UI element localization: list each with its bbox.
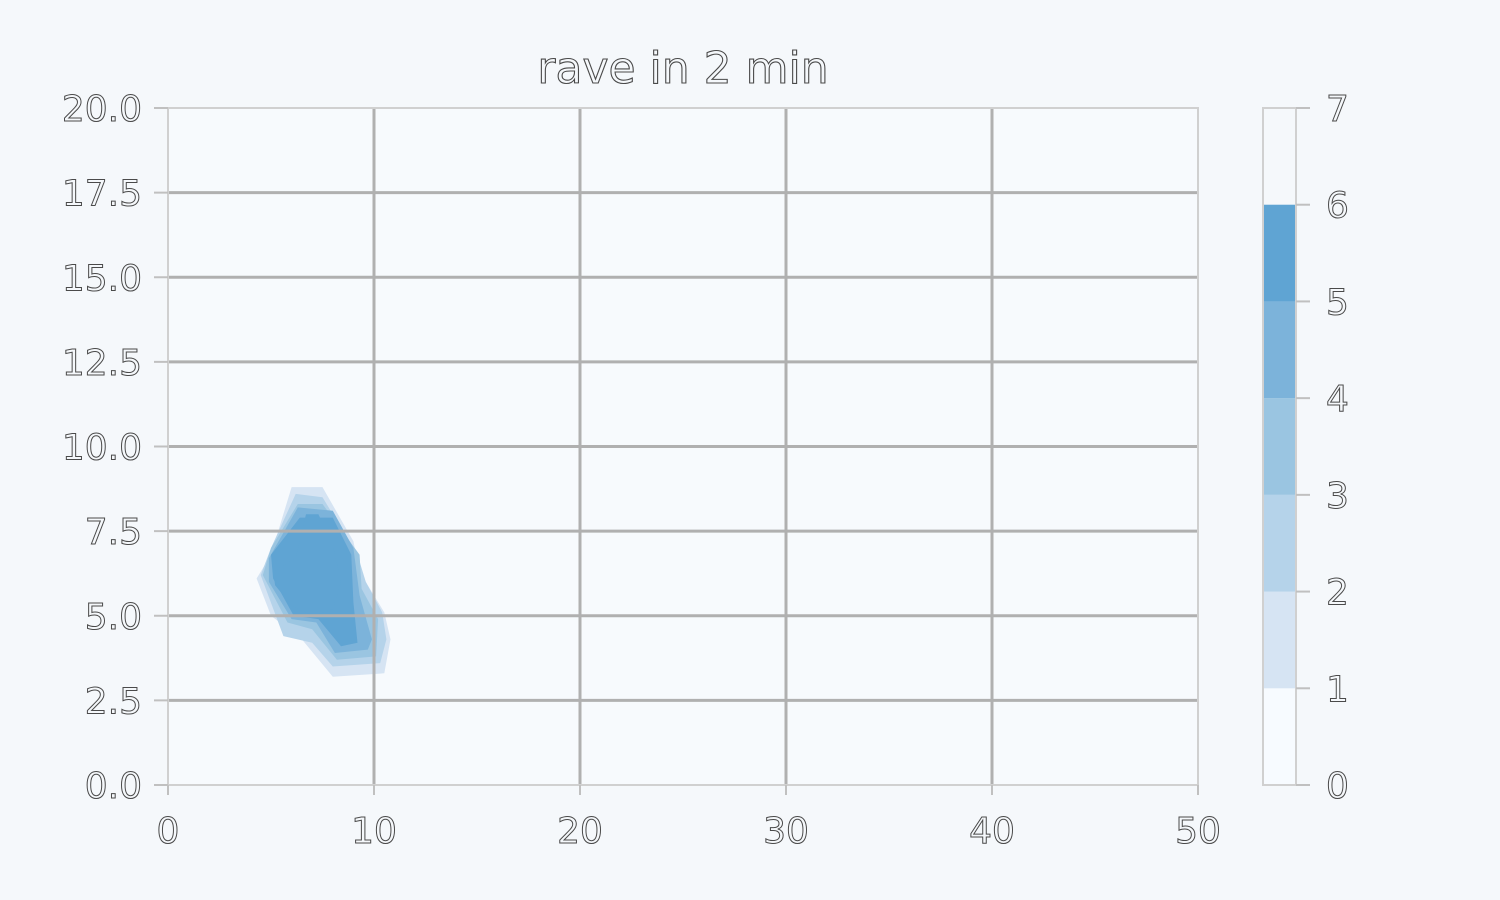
axis-ticks: 0 10 20 30 40 50 0.0 2.5 5.0 7.5 10.0 12.5 15.0 17.5 2… — [61, 89, 1221, 853]
colorbar: 0 1 2 3 4 5 6 7 — [1262, 89, 1349, 808]
colorbar-tick-label: 7 — [1326, 89, 1349, 130]
grid-layer — [168, 108, 1198, 785]
y-tick-label: 0.0 — [85, 766, 142, 807]
colorbar-segment — [1263, 591, 1296, 689]
x-tick-label: 40 — [969, 811, 1015, 852]
colorbar-tick-label: 0 — [1326, 766, 1349, 807]
colorbar-segment — [1263, 204, 1296, 302]
colorbar-segment — [1263, 398, 1296, 495]
colorbar-frame — [1262, 107, 1297, 786]
x-tick-label: 20 — [557, 811, 603, 852]
colorbar-tick-label: 4 — [1326, 379, 1349, 420]
y-tick-label: 17.5 — [62, 174, 142, 215]
colorbar-segment — [1263, 688, 1296, 785]
x-tick-label: 10 — [351, 811, 397, 852]
colorbar-tick-label: 2 — [1326, 573, 1349, 614]
x-tick-label: 50 — [1175, 811, 1221, 852]
y-tick-label: 2.5 — [85, 681, 142, 722]
colorbar-tick-label: 5 — [1326, 282, 1349, 323]
y-tick-label: 7.5 — [85, 512, 142, 553]
contour-level-6 — [273, 514, 341, 616]
contour-layer — [256, 487, 391, 677]
x-tick-label: 0 — [157, 811, 180, 852]
colorbar-tick-label: 6 — [1326, 186, 1349, 227]
y-tick-label: 5.0 — [85, 597, 142, 638]
chart-title: rave in 2 min — [537, 43, 828, 94]
y-tick-label: 12.5 — [62, 343, 142, 384]
colorbar-tick-label: 1 — [1326, 669, 1349, 710]
colorbar-segment — [1263, 494, 1296, 592]
colorbar-tick-label: 3 — [1326, 476, 1349, 517]
y-tick-label: 20.0 — [62, 89, 142, 130]
colorbar-segment — [1263, 301, 1296, 399]
y-tick-label: 10.0 — [62, 428, 142, 469]
x-tick-label: 30 — [763, 811, 809, 852]
y-tick-label: 15.0 — [62, 258, 142, 299]
